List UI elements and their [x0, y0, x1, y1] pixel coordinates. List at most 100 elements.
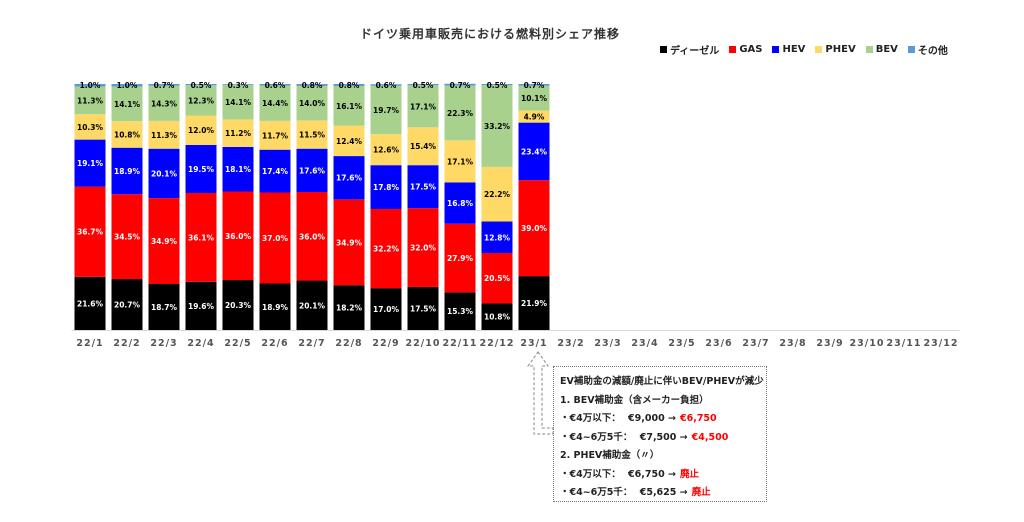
bar-segment — [333, 85, 365, 126]
bar-segment — [185, 145, 217, 193]
bar-segment — [370, 288, 402, 330]
x-tick-label: 23/1 — [520, 338, 547, 349]
data-label: 10.1% — [521, 94, 548, 103]
bar-segment — [407, 286, 439, 330]
data-label: 14.3% — [151, 99, 178, 108]
data-label: 32.2% — [373, 245, 400, 254]
data-label: 17.0% — [373, 305, 400, 314]
up-arrow-icon — [527, 351, 554, 435]
x-tick-label: 23/3 — [594, 338, 621, 349]
bar-segment — [333, 199, 365, 286]
bar-segment — [296, 120, 328, 149]
data-label: 33.2% — [484, 122, 511, 131]
bar-segment — [222, 84, 254, 120]
bar-segment — [185, 192, 217, 282]
legend-item: その他 — [907, 42, 948, 57]
bar-segment — [74, 139, 106, 187]
bar-segment — [222, 146, 254, 192]
x-tick-label: 23/7 — [742, 338, 769, 349]
bar-segment — [407, 127, 439, 166]
bar-segment — [148, 198, 180, 284]
bar-segment — [259, 192, 291, 284]
bar-segment — [407, 165, 439, 209]
bar-segment — [407, 84, 439, 86]
data-label: 1.0% — [80, 81, 101, 90]
bar-segment — [259, 283, 291, 330]
x-tick-label: 22/1 — [76, 338, 103, 349]
bar-segment — [111, 121, 143, 148]
bar-segment — [148, 85, 180, 121]
note-section-1: 1. BEV補助金（含メーカー負担） — [560, 394, 709, 406]
x-tick-label: 22/12 — [480, 338, 515, 349]
row-label: ・€4万以下： — [560, 413, 621, 424]
legend-label: PHEV — [825, 44, 856, 55]
data-label: 12.6% — [373, 146, 400, 155]
data-label: 0.6% — [265, 81, 286, 90]
bar-segment — [518, 180, 550, 277]
data-label: 11.5% — [299, 131, 326, 140]
x-tick-label: 22/2 — [113, 338, 140, 349]
data-label: 11.3% — [151, 131, 178, 140]
bar-segment — [407, 85, 439, 128]
data-label: 23.4% — [521, 147, 548, 156]
bar-segment — [148, 84, 180, 86]
data-label: 17.1% — [410, 102, 437, 111]
data-label: 20.1% — [151, 169, 178, 178]
data-label: 34.9% — [151, 237, 178, 246]
bar-segment — [111, 279, 143, 330]
bar-segment — [259, 120, 291, 150]
data-label: 1.0% — [117, 81, 138, 90]
data-label: 10.3% — [77, 123, 104, 132]
bar-segment — [148, 148, 180, 199]
bar-segment — [370, 165, 402, 209]
bar-segment — [518, 110, 550, 123]
old-value: €6,750 → — [628, 468, 676, 480]
legend-item: PHEV — [815, 42, 856, 57]
bar-segment — [481, 221, 513, 254]
bar-segment — [111, 194, 143, 280]
data-label: 17.4% — [262, 167, 289, 176]
bar-segment — [370, 208, 402, 289]
data-label: 20.1% — [299, 301, 326, 310]
note-row: ・€4~6万5千： €5,625 → 廃止 — [560, 484, 766, 503]
legend-label: その他 — [917, 46, 948, 57]
data-label: 0.7% — [524, 81, 545, 90]
row-label: ・€4~6万5千： — [560, 431, 633, 443]
data-label: 14.1% — [114, 100, 141, 109]
bar-segment — [296, 280, 328, 330]
x-tick-label: 23/6 — [705, 338, 732, 349]
data-label: 19.1% — [77, 159, 104, 168]
new-value: 廃止 — [691, 487, 711, 498]
data-label: 22.2% — [484, 190, 511, 199]
bar-segment — [296, 191, 328, 281]
bar-segment — [296, 85, 328, 121]
bar-segment — [444, 292, 476, 330]
bar-segment — [74, 114, 106, 140]
bar-segment — [481, 166, 513, 222]
data-label: 18.2% — [336, 304, 363, 313]
new-value: €6,750 — [679, 413, 717, 424]
data-label: 19.6% — [188, 302, 215, 311]
data-label: 11.3% — [77, 96, 104, 105]
bar-segment — [481, 84, 513, 86]
bar-segment — [518, 276, 550, 330]
bar-segment — [222, 280, 254, 330]
data-label: 12.4% — [336, 137, 363, 146]
data-label: 0.8% — [302, 81, 323, 90]
data-label: 27.9% — [447, 254, 474, 263]
data-label: 16.8% — [447, 199, 474, 208]
bar-segment — [518, 85, 550, 111]
legend-label: GAS — [739, 44, 763, 55]
note-heading: EV補助金の減額/廃止に伴いBEV/PHEVが減少 — [560, 376, 764, 387]
data-label: 16.1% — [336, 102, 363, 111]
data-label: 0.5% — [413, 81, 434, 90]
bar-segment — [481, 253, 513, 304]
x-tick-label: 23/4 — [631, 338, 658, 349]
data-label: 14.4% — [262, 99, 289, 108]
data-label: 12.3% — [188, 96, 215, 105]
bar-segment — [259, 85, 291, 121]
data-label: 11.7% — [262, 131, 289, 140]
x-tick-label: 23/8 — [779, 338, 806, 349]
bar-segment — [74, 186, 106, 277]
